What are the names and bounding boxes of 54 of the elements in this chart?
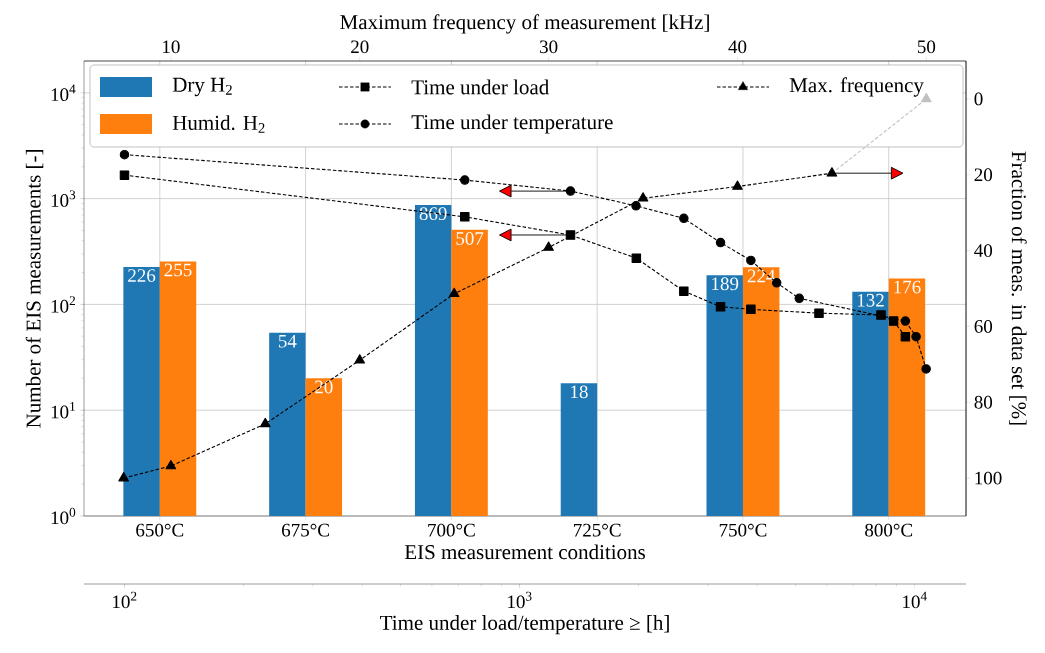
x-tick-label: 40 — [728, 40, 747, 54]
data-label: 20 — [315, 380, 333, 394]
data-label: 18 — [571, 385, 588, 399]
x-tick-label: 800°C — [865, 523, 913, 537]
x-tick-label: 750°C — [719, 523, 767, 537]
data-label: 224 — [747, 269, 776, 283]
x-axis-title: EIS measurement conditions — [404, 544, 645, 560]
y-tick-label: 0 — [974, 92, 983, 106]
y-tick-label: 10$^{1}$ — [51, 401, 75, 419]
legend-label: Humid. H$_{2}$ — [172, 115, 265, 133]
data-label: 507 — [456, 232, 484, 245]
point — [732, 180, 743, 190]
data-label: 54 — [278, 334, 297, 348]
data-label: 132 — [857, 293, 884, 307]
legend-label: Max. frequency — [789, 77, 924, 97]
y-tick-label: 40 — [974, 244, 993, 257]
x-tick-label: 30 — [540, 40, 558, 54]
data-label: 255 — [164, 263, 192, 277]
y-tick-label: 10$^{3}$ — [51, 190, 76, 207]
point — [637, 192, 649, 202]
data-label: 869 — [419, 207, 447, 221]
legend-label: Time under temperature — [411, 114, 613, 134]
x-tick-label: 10$^{3}$ — [508, 591, 532, 609]
y-tick-label: 60 — [974, 320, 993, 333]
x-tick-label: 10$^{2}$ — [113, 591, 137, 609]
x-tick-label: 675°C — [282, 523, 329, 537]
x-tick-label: 650°C — [136, 523, 184, 537]
y-tick-label: 80 — [974, 395, 993, 409]
x-tick-label: 700°C — [428, 523, 475, 537]
legend-label: Time under load — [411, 79, 550, 95]
x-tick-label: 725°C — [574, 523, 621, 537]
legend-label: Dry H$_{2}$ — [172, 77, 232, 97]
point — [448, 287, 460, 298]
y-tick-label: 10$^{0}$ — [51, 507, 76, 525]
x-tick-label: 50 — [917, 40, 936, 54]
point — [165, 459, 177, 470]
point — [260, 417, 271, 428]
data-label: 176 — [894, 280, 921, 294]
y-tick-label: 10$^{2}$ — [51, 296, 75, 313]
x-tick-label: 20 — [351, 40, 369, 54]
y-axis-title: Fraction of meas. in data set [%] — [1009, 151, 1027, 425]
x-axis-title: Time under load/temperature ≥ [h] — [380, 615, 669, 635]
y-tick-label: 20 — [974, 168, 993, 182]
data-label: 226 — [128, 269, 156, 282]
x-tick-label: 10 — [163, 40, 180, 54]
y-axis-title: Number of EIS measurements [-] — [25, 150, 44, 428]
point — [354, 354, 366, 364]
x-axis-title: Maximum frequency of measurement [kHz] — [340, 14, 709, 34]
point — [118, 472, 129, 482]
data-label: 189 — [712, 277, 739, 291]
y-tick-label: 100 — [975, 471, 1002, 485]
x-tick-label: 10$^{4}$ — [903, 591, 927, 609]
point — [543, 241, 554, 251]
y-tick-label: 10$^{4}$ — [51, 84, 76, 102]
